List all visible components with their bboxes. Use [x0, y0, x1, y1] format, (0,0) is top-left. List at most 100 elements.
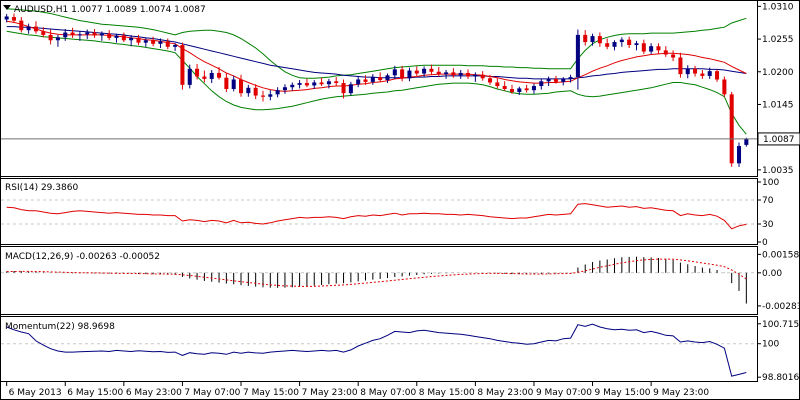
candle-body [92, 32, 97, 36]
candle-body [224, 77, 229, 89]
candle-body [744, 138, 749, 145]
candle-body [246, 87, 251, 94]
candle-body [275, 90, 280, 95]
moving-averages [6, 20, 747, 92]
candle-body [531, 86, 536, 91]
candle-body [143, 40, 148, 43]
candle-body [55, 37, 60, 41]
candle-body [99, 33, 104, 36]
candle-body [195, 68, 200, 77]
candle-body [407, 70, 412, 79]
candle-body [524, 88, 529, 91]
candle-body [290, 84, 295, 88]
candle-body [663, 50, 668, 55]
price-pane: 1.0310 1.0255 1.0200 1.0145 1.0035 1.0087 AU… [1, 2, 800, 176]
current-price-box [757, 132, 800, 146]
time-tick-label: 9 May 23:00 [653, 388, 709, 398]
candle-body [158, 41, 163, 44]
rsi-tick-label: 70 [762, 196, 774, 206]
time-tick-label: 8 May 23:00 [477, 388, 533, 398]
momentum-tick-label: 100.7154 [762, 320, 800, 330]
time-tick-label: 6 May 2013 [9, 388, 62, 398]
fast-ma-line [6, 20, 747, 92]
candle-body [151, 40, 156, 44]
window-menu-icon[interactable] [3, 5, 11, 10]
candle-body [458, 72, 463, 76]
candle-body [444, 72, 449, 75]
candle-body [385, 75, 390, 81]
candle-body [539, 81, 544, 87]
candle-body [378, 77, 383, 81]
time-tick-label: 7 May 15:00 [243, 388, 299, 398]
bollinger-upper-line [6, 8, 747, 79]
candle-body [121, 35, 126, 41]
candle-body [348, 84, 353, 94]
candle-body [19, 20, 24, 31]
candle-body [671, 54, 676, 58]
candles [4, 13, 749, 167]
candle-body [729, 94, 734, 164]
candle-body [202, 76, 207, 79]
candle-body [180, 45, 185, 85]
price-axis: 1.0310 1.0255 1.0200 1.0145 1.0035 [758, 2, 794, 176]
rsi-line [6, 203, 747, 230]
candle-body [693, 68, 698, 74]
candle-body [612, 42, 617, 47]
macd-histogram [6, 256, 747, 304]
candle-body [502, 86, 507, 89]
candle-body [136, 37, 141, 43]
rsi-levels [1, 199, 757, 225]
candle-body [63, 32, 68, 38]
momentum-line [6, 323, 747, 377]
price-tick-label: 1.0310 [762, 2, 794, 12]
candle-body [619, 39, 624, 43]
time-tick-label: 7 May 07:00 [184, 388, 240, 398]
candle-body [436, 71, 441, 75]
candle-body [77, 34, 82, 36]
time-tick-label: 6 May 15:00 [67, 388, 123, 398]
candle-body [495, 82, 500, 87]
momentum-pane-frame [0, 316, 758, 382]
candle-body [715, 71, 720, 80]
rsi-pane: 100 70 30 0 RSI(14) 29.3860 [1, 178, 779, 248]
price-tick-label: 1.0035 [762, 166, 794, 176]
bollinger-bands [6, 8, 747, 135]
candle-body [297, 83, 302, 85]
time-tick-label: 9 May 07:00 [536, 388, 592, 398]
candle-body [737, 146, 742, 164]
price-title: AUDUSD,H1 1.0077 1.0089 1.0074 1.0087 [14, 5, 206, 15]
rsi-pane-frame [0, 178, 758, 245]
bollinger-lower-line [6, 30, 747, 135]
momentum-tick-label: 100 [762, 340, 779, 350]
macd-axis: 0.00158 0.00 -0.00283 [758, 250, 800, 312]
candle-body [129, 37, 134, 41]
candle-body [370, 77, 375, 82]
time-tick-label: 7 May 23:00 [302, 388, 358, 398]
time-tick-label: 9 May 15:00 [595, 388, 651, 398]
candle-body [605, 43, 610, 47]
macd-title: MACD(12,26,9) -0.00263 -0.00052 [5, 252, 160, 262]
candle-body [473, 74, 478, 77]
momentum-title: Momentum(22) 98.9698 [5, 322, 115, 332]
candle-body [85, 32, 90, 35]
macd-pane-frame [0, 246, 758, 315]
candle-body [451, 72, 456, 76]
candle-body [466, 72, 471, 77]
candle-body [260, 95, 265, 97]
macd-tick-label: -0.00283 [762, 302, 800, 312]
candle-body [575, 34, 580, 78]
rsi-tick-label: 100 [762, 178, 779, 188]
candle-body [173, 45, 178, 47]
candle-body [700, 73, 705, 76]
slow-ma-line [6, 26, 747, 80]
candle-body [253, 87, 258, 96]
candle-body [656, 46, 661, 51]
candle-body [429, 68, 434, 72]
candle-body [422, 68, 427, 74]
price-tick-label: 1.0145 [762, 100, 794, 110]
candle-body [70, 32, 75, 35]
candle-body [217, 72, 222, 78]
momentum-pane: 100.7154 100 98.8016 Momentum(22) 98.9698 [1, 320, 800, 383]
candle-body [488, 78, 493, 83]
